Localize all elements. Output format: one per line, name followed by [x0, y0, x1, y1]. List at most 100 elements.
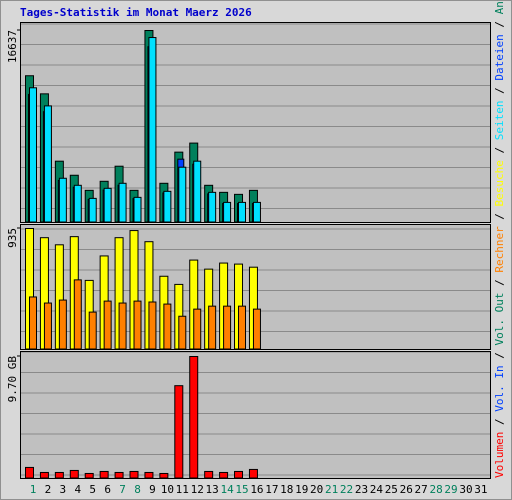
bar	[174, 385, 184, 479]
bar	[208, 305, 217, 350]
x-tick-label: 26	[400, 483, 413, 496]
legend-entry: Besuche	[493, 160, 506, 206]
x-tick-label: 10	[161, 483, 174, 496]
x-tick-label: 14	[220, 483, 234, 496]
x-tick-label: 8	[134, 483, 141, 496]
bar	[29, 87, 37, 223]
legend-entry: Seiten	[493, 100, 506, 140]
legend-separator: /	[493, 81, 506, 101]
legend-separator: /	[493, 206, 506, 226]
x-tick-label: 6	[104, 483, 111, 496]
x-tick-label: 2	[45, 483, 52, 496]
x-tick-label: 25	[385, 483, 398, 496]
x-tick-label: 19	[295, 483, 308, 496]
x-tick-label: 11	[176, 483, 189, 496]
x-tick-label: 4	[74, 483, 81, 496]
bar	[118, 182, 127, 223]
bar	[114, 471, 124, 479]
x-tick-label: 22	[340, 483, 353, 496]
bar	[178, 166, 187, 223]
bar	[238, 201, 247, 223]
bar	[58, 177, 67, 223]
x-tick-label: 31	[474, 483, 487, 496]
bar	[54, 471, 64, 479]
bar	[103, 300, 112, 350]
legend-entry: Anfragen	[493, 0, 506, 14]
bar	[252, 201, 261, 223]
x-tick-label: 24	[370, 483, 384, 496]
bar	[193, 308, 202, 350]
legend-separator: /	[493, 140, 506, 160]
bar	[73, 279, 82, 350]
bar	[163, 190, 172, 223]
bar	[159, 472, 169, 479]
x-tick-label: 9	[149, 483, 156, 496]
y-tick-label: 935	[6, 228, 19, 248]
x-tick-label: 7	[119, 483, 126, 496]
bar	[43, 302, 52, 350]
x-tick-label: 1	[30, 483, 37, 496]
legend-separator: /	[493, 346, 506, 366]
bar	[252, 308, 261, 350]
bar	[133, 196, 142, 223]
bar	[84, 472, 94, 479]
bar	[204, 470, 214, 479]
bar	[223, 305, 232, 350]
y-tick-label: 9.70 GB	[6, 356, 19, 403]
bar	[144, 471, 154, 479]
bar	[29, 296, 37, 350]
x-tick-label: 29	[444, 483, 457, 496]
bar	[208, 191, 217, 223]
chart-title: Tages-Statistik im Monat Maerz 2026	[20, 6, 252, 19]
x-tick-label: 27	[415, 483, 428, 496]
legend-separator: /	[493, 273, 506, 293]
legend-entry: Vol. Out	[493, 293, 506, 346]
bar	[118, 302, 127, 350]
bar	[238, 305, 247, 350]
bar	[189, 356, 199, 479]
bar	[193, 160, 202, 223]
bar	[178, 315, 187, 350]
bar	[88, 197, 97, 223]
x-tick-label: 17	[265, 483, 278, 496]
panel-grid	[21, 23, 490, 222]
y-tick-label: 16637	[6, 30, 19, 63]
bar	[43, 105, 52, 223]
bar	[73, 184, 82, 223]
bar	[219, 471, 229, 479]
legend-entry: Dateien	[493, 34, 506, 80]
x-tick-label: 28	[429, 483, 442, 496]
x-tick-label: 23	[355, 483, 368, 496]
bar	[69, 469, 79, 479]
bar	[39, 471, 49, 479]
bar	[148, 37, 157, 223]
x-tick-label: 12	[191, 483, 204, 496]
x-tick-label: 13	[206, 483, 219, 496]
bar	[234, 470, 244, 479]
x-tick-label: 16	[250, 483, 263, 496]
legend-separator: /	[493, 14, 506, 34]
x-tick-label: 18	[280, 483, 293, 496]
bar	[163, 303, 172, 350]
x-tick-label: 5	[89, 483, 96, 496]
legend: Volumen / Vol. In / Vol. Out / Rechner /…	[493, 0, 506, 478]
bar	[103, 187, 112, 223]
bar	[129, 470, 139, 479]
bar	[133, 300, 142, 350]
legend-entry: Volumen	[493, 432, 506, 478]
x-tick-label: 21	[325, 483, 338, 496]
x-tick-label: 15	[235, 483, 248, 496]
bar	[25, 466, 34, 479]
bar	[148, 301, 157, 350]
panel-grid	[21, 352, 490, 478]
bar	[99, 470, 109, 479]
legend-entry: Rechner	[493, 226, 506, 273]
bar	[248, 468, 258, 479]
x-tick-label: 30	[459, 483, 472, 496]
x-tick-label: 3	[60, 483, 67, 496]
legend-separator: /	[493, 412, 506, 432]
bar	[58, 299, 67, 350]
bar	[223, 201, 232, 223]
legend-entry: Vol. In	[493, 365, 506, 411]
